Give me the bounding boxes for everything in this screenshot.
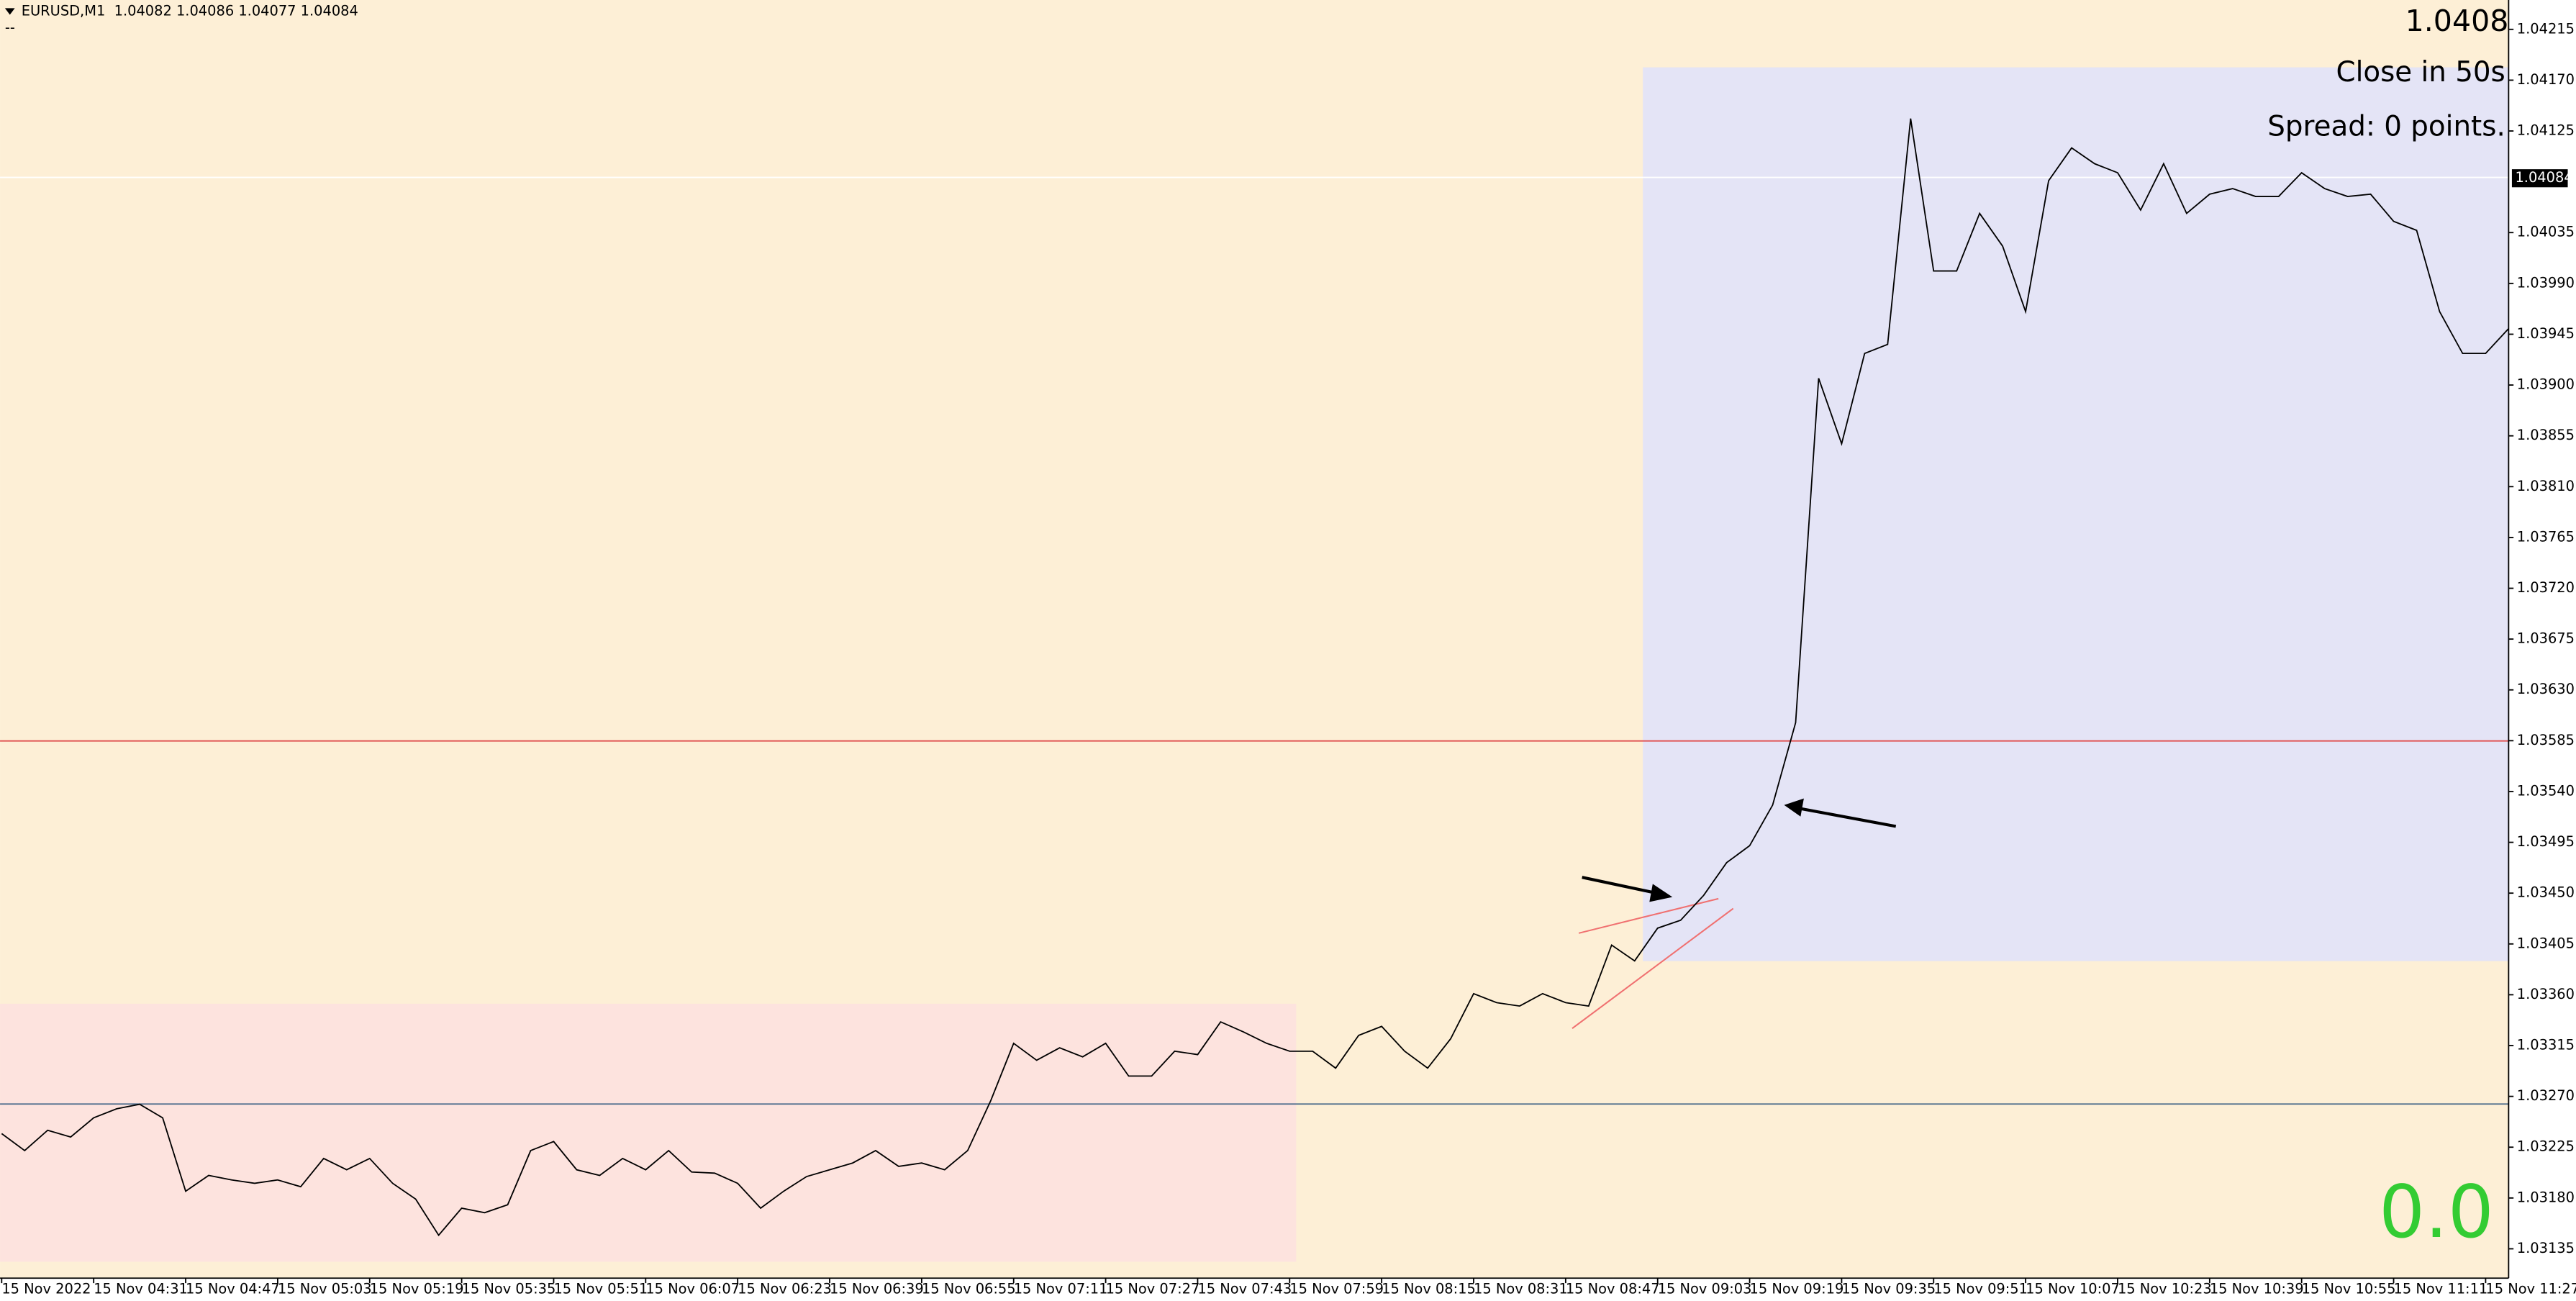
y-tick-label: 1.03720 [2517, 579, 2575, 596]
x-tick-label: 15 Nov 04:31 [94, 1281, 188, 1297]
x-tick-label: 15 Nov 09:35 [1841, 1281, 1936, 1297]
y-tick-label: 1.03540 [2517, 782, 2575, 799]
x-tick-label: 15 Nov 09:19 [1750, 1281, 1844, 1297]
x-tick-label: 15 Nov 10:23 [2118, 1281, 2212, 1297]
x-tick-label: 15 Nov 08:15 [1382, 1281, 1476, 1297]
y-tick-label: 1.03990 [2517, 274, 2575, 291]
x-tick-label: 15 Nov 10:39 [2210, 1281, 2304, 1297]
timer-info: Close in 50s [2336, 56, 2505, 89]
spread-info: Spread: 0 points. [2267, 111, 2505, 143]
x-tick-label: 15 Nov 07:59 [1289, 1281, 1384, 1297]
y-tick-label: 1.04215 [2517, 20, 2575, 37]
arrow [1784, 798, 1897, 828]
y-tick-label: 1.03135 [2517, 1240, 2575, 1256]
x-tick-label: 15 Nov 09:03 [1658, 1281, 1752, 1297]
trend-line [1572, 907, 1734, 1030]
y-tick-label: 1.03810 [2517, 478, 2575, 494]
x-tick-label: 15 Nov 07:11 [1014, 1281, 1108, 1297]
y-tick-label: 1.03900 [2517, 376, 2575, 393]
y-tick-label: 1.03225 [2517, 1138, 2575, 1155]
x-tick-label: 15 Nov 06:39 [830, 1281, 924, 1297]
arrow [1582, 876, 1673, 902]
y-tick-label: 1.03855 [2517, 427, 2575, 443]
x-tick-label: 15 Nov 05:03 [278, 1281, 372, 1297]
zone-rectangle [1643, 67, 2509, 961]
x-tick-label: 15 Nov 05:19 [370, 1281, 464, 1297]
y-tick-label: 1.03270 [2517, 1087, 2575, 1104]
x-tick-label: 15 Nov 04:47 [186, 1281, 280, 1297]
x-tick-label: 15 Nov 08:47 [1566, 1281, 1660, 1297]
profit-info: 0.0 [2379, 1170, 2494, 1254]
x-tick-label: 15 Nov 06:23 [738, 1281, 832, 1297]
x-tick-label: 15 Nov 05:35 [462, 1281, 556, 1297]
y-tick-label: 1.04035 [2517, 224, 2575, 240]
x-tick-label: 15 Nov 06:07 [645, 1281, 740, 1297]
x-tick-label: 15 Nov 10:55 [2302, 1281, 2396, 1297]
y-tick-label: 1.03495 [2517, 833, 2575, 850]
y-tick-label: 1.03945 [2517, 325, 2575, 342]
x-tick-label: 15 Nov 07:27 [1106, 1281, 1200, 1297]
x-tick-label: 15 Nov 2022 [1, 1281, 91, 1297]
y-tick-label: 1.03360 [2517, 986, 2575, 1002]
y-tick-label: 1.03450 [2517, 884, 2575, 901]
bid-tag: 1.04084 [2515, 169, 2572, 186]
price-info: 1.0408 [2405, 4, 2509, 38]
x-tick-label: 15 Nov 11:11 [2394, 1281, 2488, 1297]
price-line [1, 118, 2510, 1237]
y-tick-label: 1.04170 [2517, 71, 2575, 88]
bid-tag-box [2511, 169, 2568, 188]
y-tick-label: 1.03405 [2517, 935, 2575, 951]
x-tick-label: 15 Nov 09:51 [1933, 1281, 2028, 1297]
y-tick-label: 1.04125 [2517, 122, 2575, 139]
y-tick-label: 1.03630 [2517, 681, 2575, 697]
menu-icon[interactable] [4, 8, 15, 15]
subtitle: -- [5, 19, 15, 35]
y-tick-label: 1.03180 [2517, 1189, 2575, 1205]
chart-title: EURUSD,M1 1.04082 1.04086 1.04077 1.0408… [22, 2, 358, 19]
x-tick-label: 15 Nov 08:31 [1474, 1281, 1568, 1297]
y-tick-label: 1.03765 [2517, 528, 2575, 545]
x-tick-label: 15 Nov 06:55 [922, 1281, 1016, 1297]
zone-rectangle [0, 1003, 1297, 1262]
x-tick-label: 15 Nov 10:07 [2026, 1281, 2120, 1297]
x-tick-label: 15 Nov 05:51 [553, 1281, 648, 1297]
y-tick-label: 1.03585 [2517, 732, 2575, 748]
x-tick-label: 15 Nov 11:27 [2485, 1281, 2576, 1297]
y-tick-label: 1.03675 [2517, 630, 2575, 647]
y-tick-label: 1.03315 [2517, 1037, 2575, 1053]
x-tick-label: 15 Nov 07:43 [1197, 1281, 1292, 1297]
